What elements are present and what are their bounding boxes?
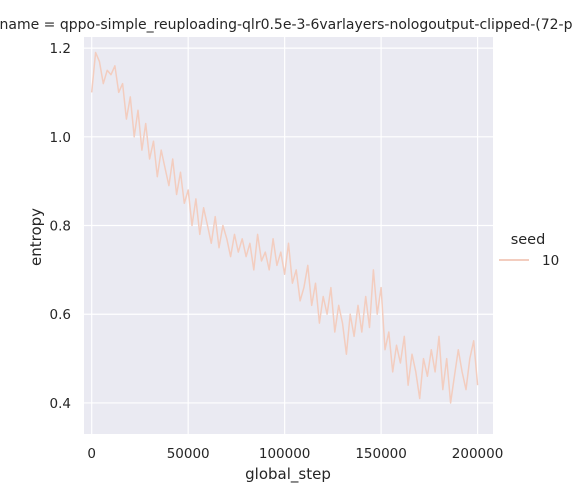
y-tick-label: 0.6	[50, 307, 71, 323]
plot-area-background	[84, 37, 493, 434]
grid	[84, 37, 493, 434]
x-tick-labels: 0 50000 100000 150000 200000	[87, 446, 503, 462]
y-tick-label: 0.8	[50, 219, 71, 235]
series-line-10	[90, 51, 479, 404]
chart-title: name = qppo-simple_reuploading-qlr0.5e-3…	[0, 17, 572, 33]
series-layer	[90, 51, 479, 404]
x-tick-label: 0	[87, 446, 96, 462]
legend-label-10: 10	[542, 253, 559, 269]
x-tick-label: 50000	[167, 446, 210, 462]
y-tick-label: 1.0	[50, 130, 71, 146]
y-tick-label: 1.2	[50, 41, 71, 57]
legend-title: seed	[511, 232, 546, 248]
legend: seed 10	[499, 232, 559, 269]
x-tick-label: 150000	[355, 446, 407, 462]
x-axis-label: global_step	[245, 465, 331, 484]
x-tick-label: 100000	[259, 446, 311, 462]
y-tick-labels: 0.4 0.6 0.8 1.0 1.2	[50, 41, 71, 412]
y-axis-label: entropy	[27, 208, 45, 266]
x-tick-label: 200000	[452, 446, 504, 462]
y-tick-label: 0.4	[50, 396, 71, 412]
